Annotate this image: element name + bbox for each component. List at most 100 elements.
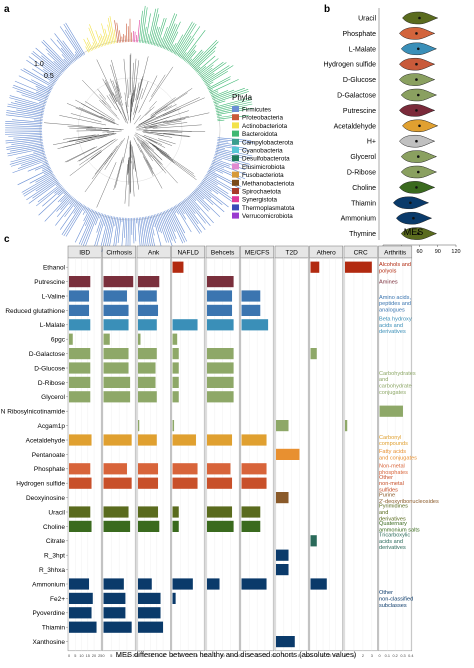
violin-label-0: Uracil — [358, 16, 376, 23]
bar-5-18 — [242, 521, 261, 532]
legend-swatch-9 — [232, 180, 239, 186]
bar-4-2 — [207, 290, 232, 301]
tree-branch — [157, 135, 172, 138]
bar-2-22 — [138, 578, 152, 589]
bar-2-24 — [138, 607, 161, 618]
class-label-line: subclasses — [379, 603, 407, 609]
tree-tip — [216, 147, 225, 149]
tree-branch — [79, 150, 101, 165]
bar-5-22 — [242, 578, 267, 589]
tree-tip — [81, 211, 95, 245]
bar-1-14 — [104, 463, 127, 474]
bar-1-3 — [104, 305, 129, 316]
bar-0-18 — [69, 521, 92, 532]
facet-title-7: Athero — [317, 250, 337, 257]
class-label-line: polyols — [379, 268, 397, 274]
tree-tip — [15, 81, 49, 95]
row-label-11: Acgam1p — [38, 423, 66, 430]
bar-9-10 — [380, 406, 403, 417]
tree-tip — [218, 120, 225, 121]
tree-tip — [8, 135, 42, 137]
class-label-line: derivatives — [379, 329, 406, 335]
tree-tip — [163, 14, 177, 48]
legend-label-8: Fusobacteriota — [242, 172, 284, 179]
tree-tip — [5, 126, 42, 127]
row-label-26: Xanthosine — [32, 639, 65, 646]
class-label-line: and conjugates — [379, 456, 417, 462]
legend-swatch-5 — [232, 147, 239, 153]
class-label-line: carbohydrate — [379, 384, 412, 390]
class-label-1: Amines — [379, 280, 398, 286]
bar-4-22 — [207, 578, 220, 589]
bar-2-2 — [138, 290, 157, 301]
bar-2-1 — [138, 276, 159, 287]
bar-7-0 — [311, 262, 320, 273]
bar-3-6 — [173, 348, 179, 359]
facet-tick-9-2: 0.2 — [393, 654, 398, 658]
tree-branch — [105, 83, 126, 123]
facet-title-1: Cirrhosis — [106, 250, 132, 257]
row-label-9: Glycerol — [41, 394, 65, 401]
tree-branch — [140, 109, 151, 120]
facet-title-9: Arthritis — [384, 250, 407, 257]
class-label-line: Purine — [379, 492, 395, 498]
tree-tip — [194, 190, 204, 199]
bar-2-3 — [138, 305, 158, 316]
bar-0-14 — [69, 463, 90, 474]
tree-branch — [137, 56, 148, 100]
legend-label-5: Cyanobacteria — [242, 148, 283, 155]
tree-branch — [71, 113, 102, 122]
facet-tick-0-4: 20 — [92, 654, 96, 658]
bar-6-21 — [276, 564, 289, 575]
facet-title-6: T2D — [286, 250, 299, 257]
tree-branch — [145, 107, 154, 116]
legend-swatch-4 — [232, 139, 239, 145]
bar-6-16 — [276, 492, 289, 503]
tree-tip — [45, 194, 70, 221]
bar-0-7 — [69, 362, 90, 373]
bar-3-0 — [173, 262, 184, 273]
tree-tip — [8, 104, 44, 112]
tree-branch — [115, 157, 123, 188]
tree-branch — [150, 101, 157, 109]
tree-branch — [145, 132, 189, 137]
bar-1-12 — [104, 434, 132, 445]
tree-tip — [83, 212, 97, 246]
tree-branch — [85, 160, 108, 192]
tree-branch — [156, 97, 200, 118]
facet-tick-0-0: 0 — [68, 654, 70, 658]
violin-label-10: D-Ribose — [347, 170, 376, 177]
tree-tip — [34, 120, 42, 121]
facet-tick-9-4: 0.4 — [408, 654, 413, 658]
row-label-21: R_3hhxa — [39, 567, 65, 574]
bar-2-7 — [138, 362, 156, 373]
facet-panel-7 — [310, 258, 343, 651]
tree-branch — [141, 81, 148, 99]
legend-label-4: Campylobacterota — [242, 139, 294, 146]
class-label-line: Other — [379, 590, 393, 596]
tree-branch — [75, 133, 115, 142]
tree-branch — [142, 143, 163, 165]
tree-tip — [5, 133, 42, 134]
violin-label-12: Thiamin — [351, 200, 376, 207]
bar-1-25 — [104, 622, 132, 633]
tree-tip — [115, 217, 116, 226]
violin-median-4 — [415, 78, 418, 81]
legend-swatch-8 — [232, 172, 239, 178]
row-label-20: R_3hpt — [44, 553, 65, 560]
violin-x-title: MES — [404, 227, 424, 237]
facet-panel-2 — [137, 258, 170, 651]
row-label-2: L-Valine — [42, 293, 66, 300]
bar-3-5 — [173, 334, 178, 345]
violin-label-7: Acetaldehyde — [334, 123, 377, 130]
tree-tip — [5, 132, 42, 133]
violin-label-6: Putrescine — [343, 108, 376, 115]
bar-1-1 — [104, 276, 134, 287]
legend-swatch-6 — [232, 155, 239, 161]
row-label-13: Pentanoate — [32, 452, 66, 459]
tree-tip — [139, 11, 142, 43]
facet-panel-8 — [344, 258, 377, 651]
row-label-3: Reduced glutathione — [5, 308, 65, 315]
class-label-line: Quaternary — [379, 521, 407, 527]
bar-1-2 — [104, 290, 127, 301]
